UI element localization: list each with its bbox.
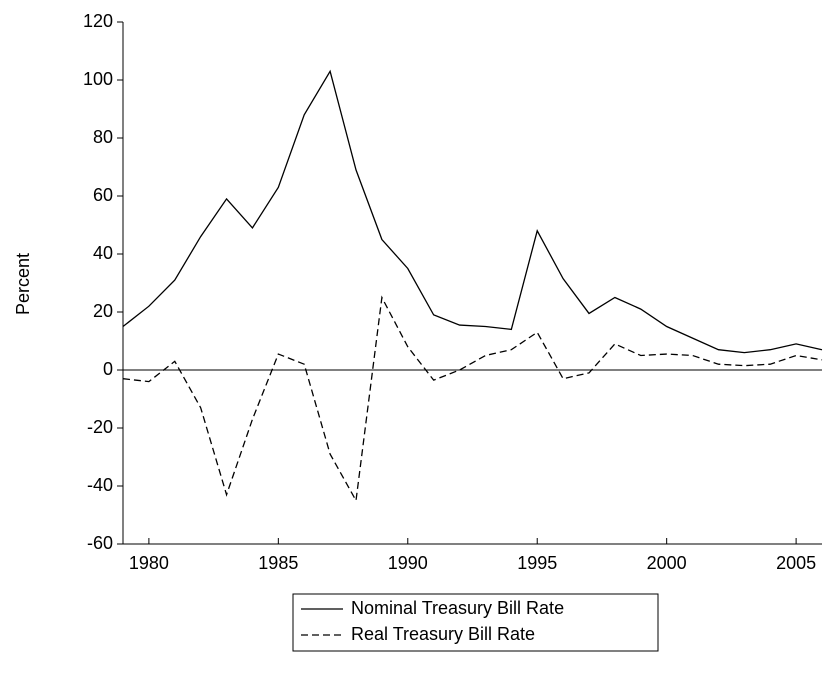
x-tick-label: 2005: [776, 553, 816, 573]
x-tick-label: 1980: [129, 553, 169, 573]
series-line: [122, 295, 823, 503]
x-tick-label: 2000: [647, 553, 687, 573]
y-tick-label: 120: [83, 11, 113, 31]
legend-box: [292, 593, 659, 652]
y-tick-label: -20: [87, 417, 113, 437]
y-tick-label: -60: [87, 533, 113, 553]
y-tick-label: 0: [103, 359, 113, 379]
y-tick-label: -40: [87, 475, 113, 495]
y-tick-label: 60: [93, 185, 113, 205]
y-tick-label: 40: [93, 243, 113, 263]
x-tick-label: 1985: [258, 553, 298, 573]
y-tick-label: 80: [93, 127, 113, 147]
y-tick-label: 100: [83, 69, 113, 89]
legend-label: Nominal Treasury Bill Rate: [351, 598, 564, 618]
x-tick-label: 1995: [517, 553, 557, 573]
y-axis-label: Percent: [13, 253, 33, 315]
x-tick-label: 1990: [388, 553, 428, 573]
legend-label: Real Treasury Bill Rate: [351, 624, 535, 644]
series-line: [122, 69, 823, 354]
y-tick-label: 20: [93, 301, 113, 321]
